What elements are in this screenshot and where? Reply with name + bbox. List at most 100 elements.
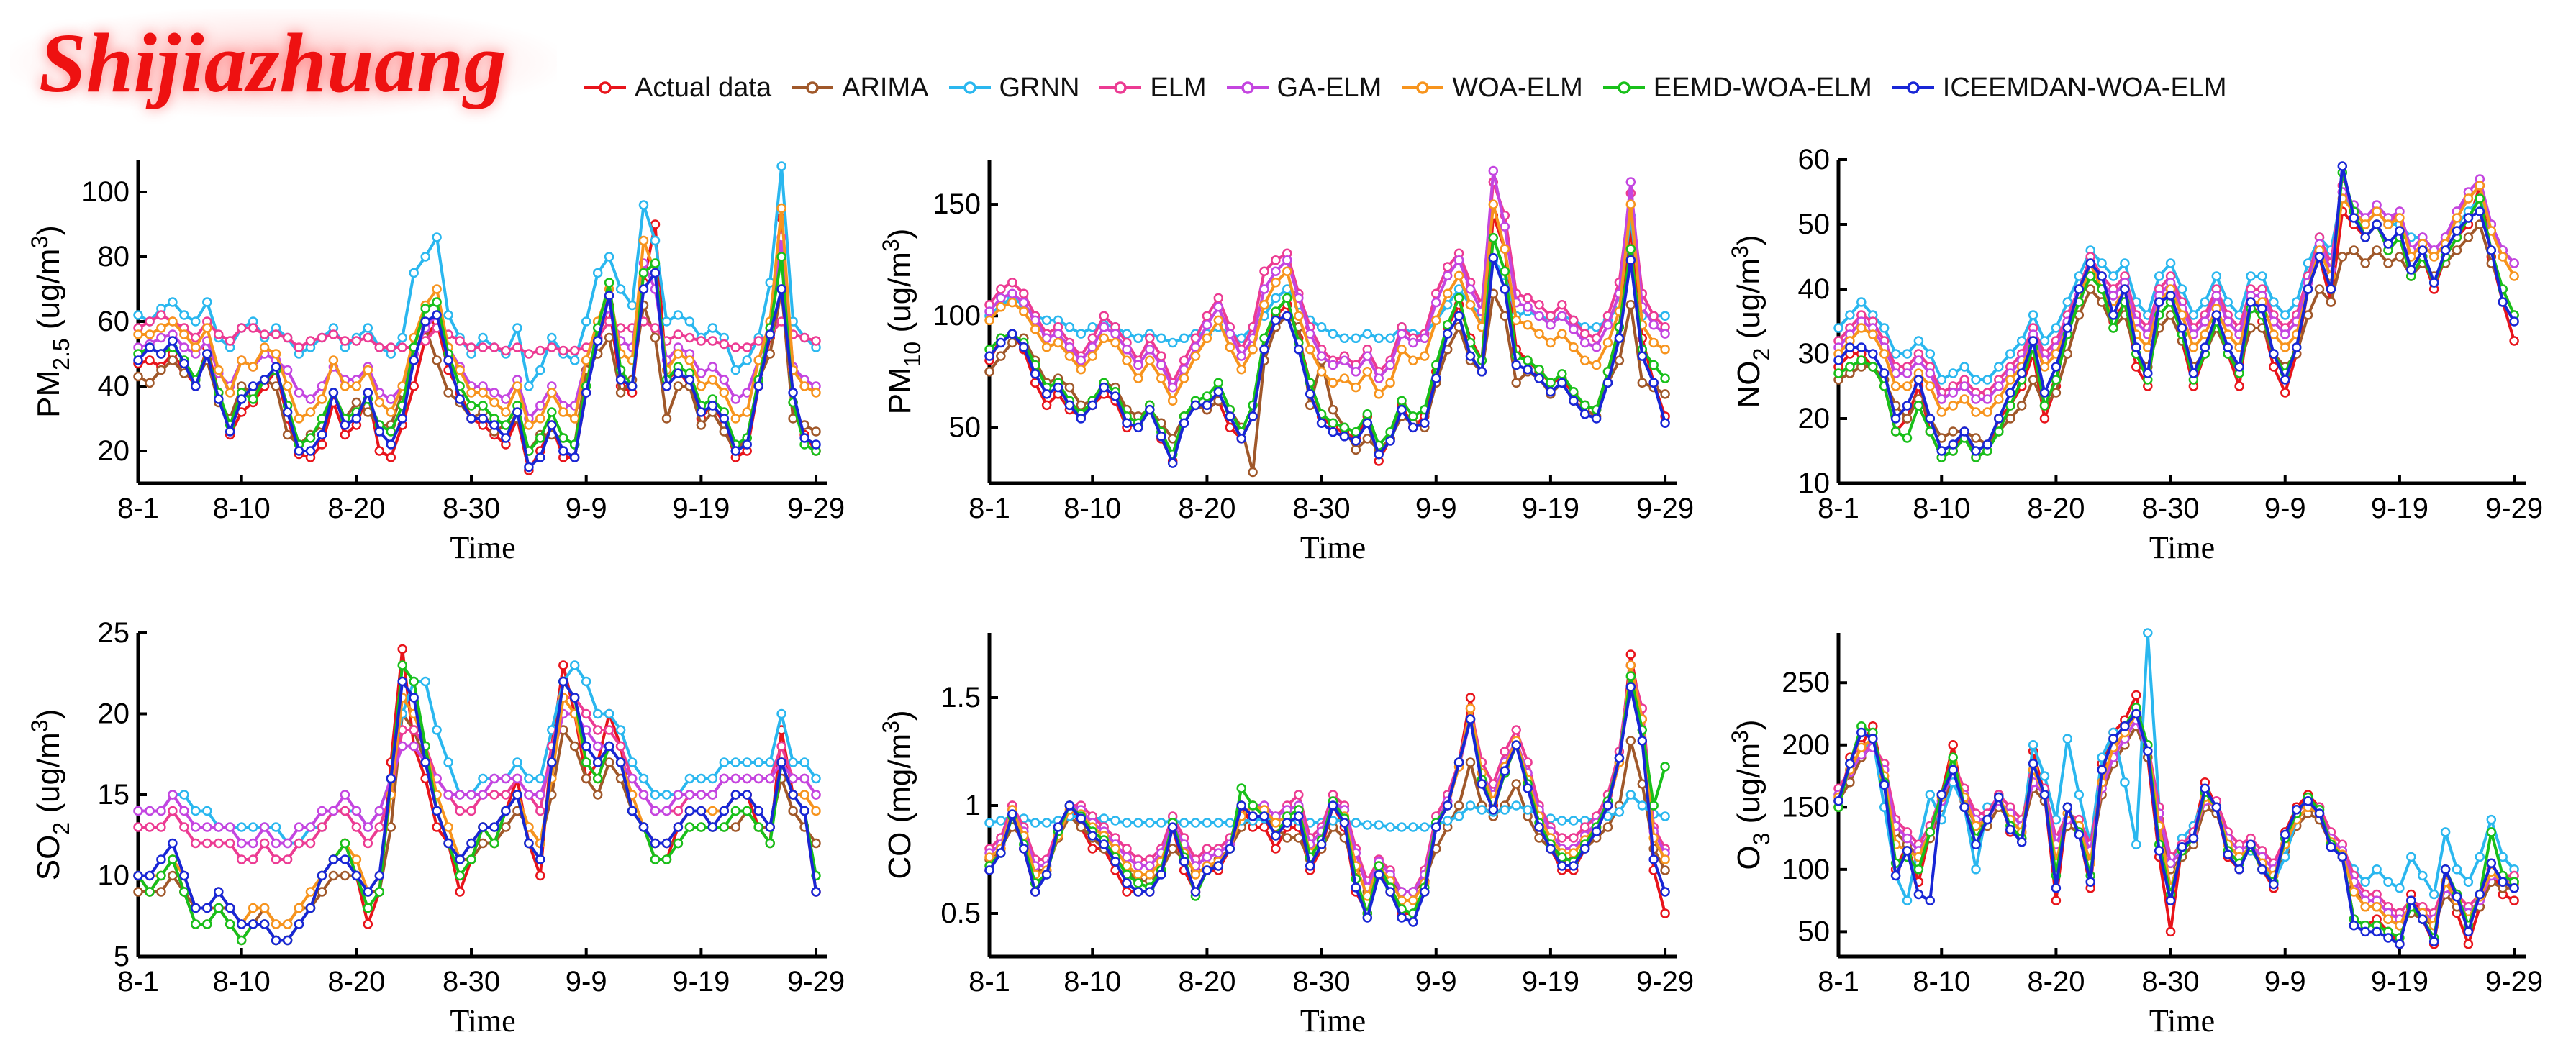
y-label-sup: 3 xyxy=(878,721,904,734)
data-point xyxy=(1982,439,1992,450)
data-point xyxy=(673,349,684,359)
data-point xyxy=(466,342,476,352)
data-point xyxy=(1362,351,1373,361)
data-point xyxy=(707,790,718,800)
data-point xyxy=(811,790,821,800)
data-point xyxy=(1294,790,1304,800)
data-point xyxy=(2349,213,2359,223)
data-point xyxy=(547,342,557,352)
data-point xyxy=(202,838,212,849)
data-point xyxy=(2475,206,2485,216)
data-point xyxy=(420,252,430,262)
data-point xyxy=(684,790,695,800)
data-point xyxy=(1145,345,1155,355)
data-point xyxy=(1122,418,1132,428)
legend-item: ICEEMDAN-WOA-ELM xyxy=(1891,73,2227,104)
data-point xyxy=(1374,861,1384,871)
data-point xyxy=(478,414,488,424)
data-point xyxy=(2372,219,2382,229)
data-point xyxy=(202,323,212,333)
data-point xyxy=(1453,800,1464,811)
data-point xyxy=(363,365,373,375)
y-label-sub: 3 xyxy=(1749,833,1774,846)
data-point xyxy=(489,790,499,800)
data-point xyxy=(1856,323,1867,333)
data-point xyxy=(1625,736,1636,746)
data-point xyxy=(696,407,707,417)
data-point xyxy=(2016,837,2027,847)
data-point xyxy=(2291,342,2302,352)
data-point xyxy=(1362,820,1373,830)
data-point xyxy=(1408,422,1418,433)
data-point xyxy=(1328,329,1338,339)
x-tick-label: 8-10 xyxy=(1063,966,1121,998)
data-point xyxy=(1030,818,1040,828)
data-point xyxy=(1408,337,1418,348)
y-label-sub: 2.5 xyxy=(48,338,74,370)
data-point xyxy=(650,219,661,229)
data-point xyxy=(1110,816,1120,826)
data-point xyxy=(1179,418,1189,428)
y-tick-label: 50 xyxy=(949,411,981,443)
data-point xyxy=(707,773,718,784)
data-point xyxy=(145,887,155,897)
data-point xyxy=(1868,362,1878,372)
data-point xyxy=(1099,311,1109,321)
data-point xyxy=(1271,293,1281,304)
data-point xyxy=(1637,736,1648,746)
data-point xyxy=(2200,342,2210,352)
data-point xyxy=(443,790,453,800)
data-point xyxy=(374,342,385,352)
data-point xyxy=(719,773,730,784)
data-point xyxy=(145,870,155,881)
data-point xyxy=(179,887,189,897)
data-point xyxy=(1511,800,1521,811)
data-point xyxy=(1936,407,1947,417)
data-point xyxy=(248,394,258,404)
data-point xyxy=(1351,333,1361,344)
data-point xyxy=(2280,375,2290,385)
data-point xyxy=(1845,758,1855,769)
data-point xyxy=(202,822,212,832)
data-point xyxy=(2108,271,2118,281)
data-point xyxy=(2395,252,2405,262)
data-point xyxy=(1145,404,1155,415)
data-point xyxy=(1420,887,1430,897)
data-point xyxy=(179,310,189,320)
data-point xyxy=(1385,822,1395,832)
data-point xyxy=(1557,833,1567,843)
data-point xyxy=(282,365,293,375)
x-tick-label: 9-9 xyxy=(2264,966,2306,998)
legend-label: ARIMA xyxy=(842,72,929,103)
data-point xyxy=(363,323,373,333)
data-point xyxy=(1076,414,1087,424)
data-point xyxy=(294,414,304,424)
data-point xyxy=(466,401,476,411)
y-label-sub: 10 xyxy=(899,342,925,368)
data-point xyxy=(2108,310,2118,320)
data-point xyxy=(1019,306,1029,316)
data-point xyxy=(1236,783,1246,793)
x-tick-label: 8-20 xyxy=(327,493,385,524)
data-point xyxy=(271,919,281,929)
data-point xyxy=(650,838,661,849)
data-point xyxy=(478,388,488,398)
data-point xyxy=(765,838,775,849)
data-point xyxy=(1087,322,1098,332)
data-point xyxy=(1167,337,1178,348)
data-point xyxy=(719,414,730,424)
legend-label: EEMD-WOA-ELM xyxy=(1653,72,1872,103)
data-point xyxy=(489,822,499,832)
y-label-sub: 2 xyxy=(1749,348,1774,361)
data-point xyxy=(191,316,201,327)
data-point xyxy=(2074,829,2085,840)
data-point xyxy=(535,433,545,443)
data-point xyxy=(1236,434,1246,444)
data-point xyxy=(248,854,258,864)
data-point xyxy=(524,420,534,430)
data-point xyxy=(1625,244,1636,254)
data-point xyxy=(386,439,396,450)
data-point xyxy=(2509,316,2519,327)
x-tick-label: 9-9 xyxy=(1415,493,1457,524)
data-point xyxy=(2154,297,2164,307)
